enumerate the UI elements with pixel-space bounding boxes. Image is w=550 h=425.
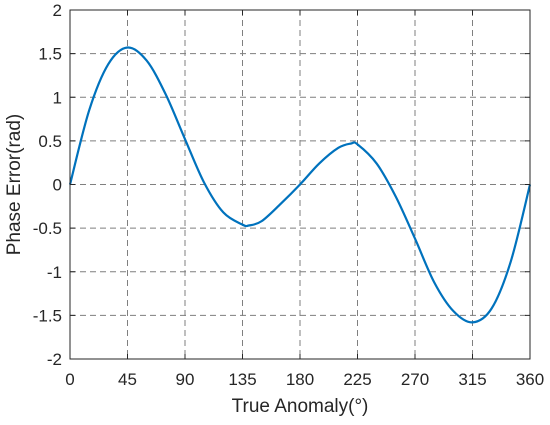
y-tick-label: -2 xyxy=(47,350,62,369)
x-tick-label: 360 xyxy=(516,370,544,389)
y-tick-label: -1 xyxy=(47,263,62,282)
y-axis-label: Phase Error(rad) xyxy=(4,114,25,256)
y-tick-label: 0.5 xyxy=(38,132,62,151)
x-axis-label: True Anomaly(°) xyxy=(232,396,369,417)
series-layer xyxy=(68,46,532,324)
series-line xyxy=(68,46,532,324)
x-tick-label: 225 xyxy=(343,370,371,389)
y-tick-label: -0.5 xyxy=(33,219,62,238)
x-tick-label: 0 xyxy=(65,370,74,389)
y-tick-label: 1 xyxy=(53,88,62,107)
x-tick-label: 315 xyxy=(458,370,486,389)
y-tick-label: 1.5 xyxy=(38,45,62,64)
x-tick-label: 180 xyxy=(286,370,314,389)
x-tick-label: 45 xyxy=(118,370,137,389)
x-tick-label: 270 xyxy=(401,370,429,389)
y-axis: 2 1.5 1 0.5 0 -0.5 -1 -1.5 -2 xyxy=(33,1,530,369)
x-tick-label: 90 xyxy=(176,370,195,389)
x-tick-label: 135 xyxy=(228,370,256,389)
y-tick-label: 2 xyxy=(53,1,62,20)
x-axis: 0 45 90 135 180 225 270 315 360 xyxy=(65,10,544,389)
y-tick-label: 0 xyxy=(53,176,62,195)
y-tick-label: -1.5 xyxy=(33,306,62,325)
